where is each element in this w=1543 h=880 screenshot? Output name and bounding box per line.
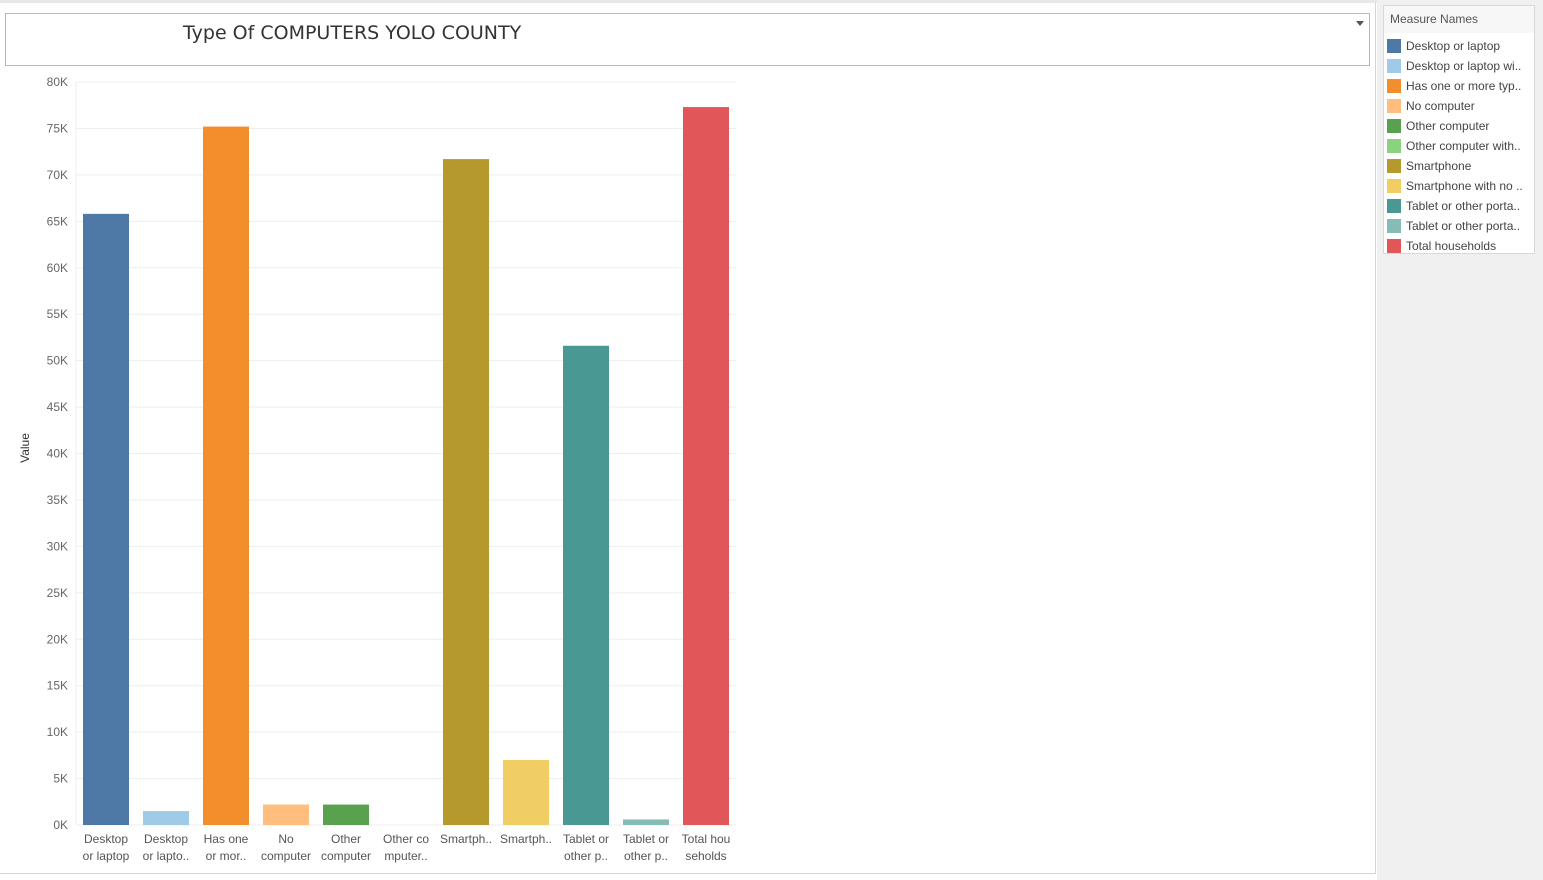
legend-swatch [1387,199,1401,213]
x-axis-labels: Desktop or laptop Desktop or lapto.. Has one… [83,832,731,863]
legend-swatch [1387,219,1401,233]
legend-label: Desktop or laptop wi.. [1406,59,1522,73]
bar[interactable] [443,159,489,825]
legend-item[interactable]: Total households [1387,236,1533,256]
x-tick-label: or laptop [83,849,130,863]
y-tick-label: 15K [47,679,68,693]
legend-swatch [1387,159,1401,173]
bar[interactable] [263,804,309,825]
x-tick-label: other p.. [564,849,608,863]
title-box: Type Of COMPUTERS YOLO COUNTY [5,13,1370,66]
y-tick-label: 75K [47,121,68,135]
y-tick-label: 40K [47,447,68,461]
legend-swatch [1387,39,1401,53]
x-tick-label: or lapto.. [143,849,190,863]
y-tick-label: 65K [47,214,68,228]
legend-swatch [1387,139,1401,153]
legend-label: Smartphone with no .. [1406,179,1523,193]
bar[interactable] [143,811,189,825]
legend-swatch [1387,239,1401,253]
legend-label: Has one or more typ.. [1406,79,1522,93]
legend-swatch [1387,119,1401,133]
grid-lines [75,81,736,826]
x-tick-label: other p.. [624,849,668,863]
x-tick-label: or mor.. [206,849,247,863]
bar[interactable] [503,759,549,825]
legend-label: Tablet or other porta.. [1406,219,1521,233]
x-tick-label: mputer.. [384,849,427,863]
x-tick-label: Other co [383,832,429,846]
legend: Measure Names Desktop or laptop Desktop o… [1383,5,1535,254]
legend-label: Smartphone [1406,159,1472,173]
bar[interactable] [623,819,669,825]
bars [83,107,729,826]
legend-item[interactable]: Tablet or other porta.. [1387,216,1533,236]
bar-chart: 0K 5K 10K 15K 20K 25K 30K 35K 40K 45K 50K 55K 60K 65K… [18,75,736,863]
legend-label: Other computer [1406,119,1490,133]
y-tick-label: 10K [47,725,68,739]
y-axis-ticks: 0K 5K 10K 15K 20K 25K 30K 35K 40K 45K 50K 55K 60K 65K… [47,75,68,832]
y-tick-label: 0K [53,818,68,832]
top-rule [0,0,1543,3]
legend-item[interactable]: Desktop or laptop [1387,36,1533,56]
legend-swatch [1387,59,1401,73]
y-tick-label: 70K [47,168,68,182]
bar[interactable] [563,345,609,825]
legend-item[interactable]: Smartphone with no .. [1387,176,1533,196]
bar[interactable] [83,213,129,825]
x-tick-label: computer [321,849,371,863]
legend-panel: Measure Names Desktop or laptop Desktop o… [1377,0,1543,880]
x-tick-label: seholds [685,849,726,863]
y-tick-label: 55K [47,307,68,321]
x-tick-label: Tablet or [563,832,609,846]
x-tick-label: Smartph.. [500,832,552,846]
x-tick-label: Tablet or [623,832,669,846]
x-tick-label: computer [261,849,311,863]
legend-swatch [1387,79,1401,93]
bar[interactable] [683,107,729,826]
legend-item[interactable]: Has one or more typ.. [1387,76,1533,96]
legend-swatch [1387,99,1401,113]
legend-item[interactable]: Smartphone [1387,156,1533,176]
x-tick-label: Smartph.. [440,832,492,846]
y-tick-label: 20K [47,632,68,646]
legend-item[interactable]: Other computer with.. [1387,136,1533,156]
chevron-down-icon[interactable] [1356,21,1364,26]
legend-item[interactable]: No computer [1387,96,1533,116]
y-tick-label: 80K [47,75,68,89]
y-tick-label: 30K [47,539,68,553]
y-tick-label: 25K [47,586,68,600]
x-tick-label: Desktop [144,832,188,846]
bar[interactable] [203,126,249,825]
legend-title: Measure Names [1390,12,1479,26]
x-tick-label: Has one [204,832,249,846]
x-tick-label: No [278,832,294,846]
legend-label: No computer [1406,99,1475,113]
legend-item[interactable]: Desktop or laptop wi.. [1387,56,1533,76]
x-tick-label: Other [331,832,361,846]
legend-item[interactable]: Other computer [1387,116,1533,136]
legend-header [1384,6,1534,33]
legend-label: Other computer with.. [1406,139,1521,153]
x-tick-label: Total hou [682,832,731,846]
y-tick-label: 35K [47,493,68,507]
y-tick-label: 5K [53,772,68,786]
dashboard-area: Type Of COMPUTERS YOLO COUNTY 0K 5K 10K 15K… [0,3,1376,874]
legend-label: Total households [1406,239,1497,253]
dashboard-title: Type Of COMPUTERS YOLO COUNTY [183,22,522,44]
y-axis-title: Value [18,433,32,463]
bar[interactable] [323,804,369,825]
legend-label: Tablet or other porta.. [1406,199,1521,213]
legend-swatch [1387,179,1401,193]
legend-item[interactable]: Tablet or other porta.. [1387,196,1533,216]
y-tick-label: 50K [47,354,68,368]
x-tick-label: Desktop [84,832,128,846]
y-tick-label: 45K [47,400,68,414]
legend-label: Desktop or laptop [1406,39,1501,53]
y-tick-label: 60K [47,261,68,275]
